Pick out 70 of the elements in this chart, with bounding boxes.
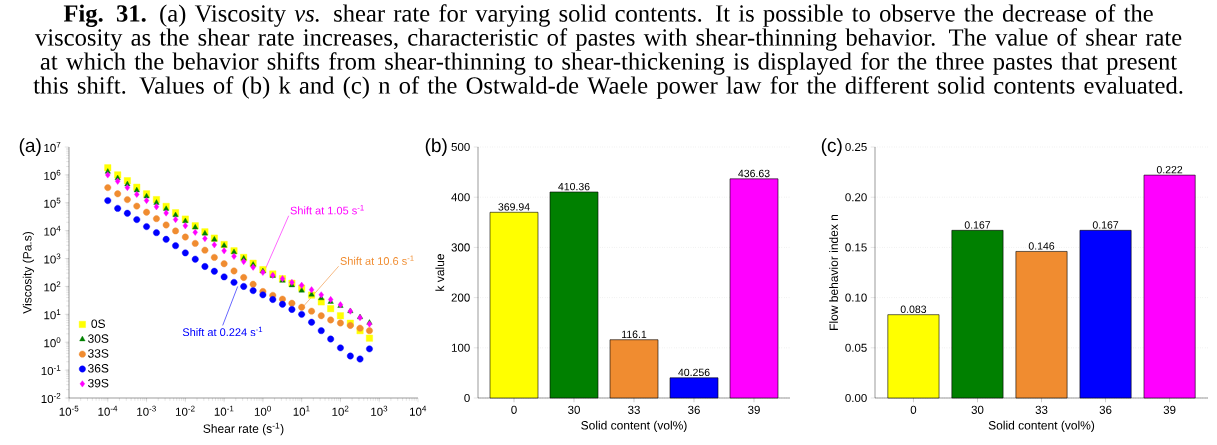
- y-tick-label: 10$^{3}$: [44, 253, 61, 264]
- x-tick-label: 10$^{1}$: [293, 405, 310, 416]
- x-tick-label: 10$^{-1}$: [214, 405, 234, 416]
- y-tick-label: 10$^{2}$: [44, 281, 61, 292]
- data-label: 0.146: [1028, 242, 1055, 250]
- y-tick-label: 0.20: [845, 193, 867, 202]
- data-label: 410.36: [558, 182, 590, 191]
- y-tick-label: 10$^{-1}$: [41, 365, 61, 376]
- x-tick-label: 10$^{-4}$: [98, 405, 118, 416]
- y-tick-label: 10$^{7}$: [44, 142, 61, 152]
- chart-title: (a): [19, 138, 41, 156]
- legend-label: 0S: [91, 319, 106, 328]
- y-tick-label: 0.10: [845, 293, 867, 302]
- data-label: 436.63: [738, 169, 770, 178]
- x-axis-title: Solid content (vol%): [988, 420, 1095, 432]
- y-tick-label: 300: [451, 243, 470, 252]
- data-label: 0.167: [964, 221, 991, 229]
- x-tick-label: 10$^{-2}$: [175, 405, 195, 416]
- x-tick-label: 10$^{4}$: [409, 405, 427, 416]
- y-tick-label: 0.15: [845, 243, 867, 252]
- chart-title: (b): [425, 138, 447, 156]
- data-label: 0.083: [900, 305, 927, 313]
- x-tick-label: 39: [1163, 405, 1176, 414]
- y-tick-label: 0: [464, 393, 470, 403]
- y-axis-title: Viscosity (Pa.s): [22, 232, 34, 314]
- x-tick-label: 0: [910, 405, 917, 414]
- y-tick-label: 10$^{-2}$: [41, 392, 61, 404]
- x-tick-label: 10$^{-3}$: [137, 405, 156, 416]
- x-tick-label: 30: [971, 405, 984, 414]
- y-tick-label: 10$^{0}$: [44, 337, 61, 348]
- x-tick-label: 36: [688, 405, 700, 414]
- y-tick-label: 0.05: [845, 343, 867, 352]
- y-tick-label: 0.25: [845, 142, 867, 152]
- y-tick-label: 100: [451, 343, 470, 352]
- x-tick-label: 36: [1099, 405, 1112, 414]
- y-tick-label: 200: [451, 293, 470, 302]
- x-tick-label: 10$^{3}$: [371, 405, 388, 416]
- x-tick-label: 30: [568, 405, 580, 414]
- text: Fig. 31. (a) Viscosity vs. shear rate for varying solid contents. It is possible to observe the decrease of the viscosity as the shear rate increases, characteristic of pastes with shear-thinning behavior. The value of shear rate at which the behavior shifts from shear-thinning to shear-thickening is displayed for the three pastes that present this shift. Values of (b) k and (c) n of the Ostwald-de Waele power law for the different solid contents evaluated.: [33, 4, 1183, 99]
- y-axis-title: k value: [435, 254, 445, 291]
- x-tick-label: 39: [748, 405, 760, 414]
- y-tick-label: 10$^{5}$: [44, 197, 61, 208]
- x-axis-title: Solid content (vol%): [581, 420, 687, 432]
- y-tick-label: 500: [451, 142, 470, 152]
- annotation: Shift at 0.224 s$^{-1}$: [182, 326, 263, 337]
- y-tick-label: 400: [451, 193, 470, 202]
- x-tick-label: 10$^{-5}$: [59, 405, 79, 416]
- data-label: 0.222: [1156, 165, 1183, 174]
- x-tick-label: 33: [628, 405, 640, 414]
- legend-label: 33S: [88, 349, 109, 358]
- y-axis-title: Flow behavior index n: [829, 214, 839, 330]
- y-tick-label: 0.00: [845, 393, 867, 403]
- x-tick-label: 10$^{0}$: [254, 405, 271, 416]
- y-tick-label: 10$^{4}$: [44, 225, 61, 236]
- x-tick-label: 33: [1035, 405, 1048, 414]
- x-tick-label: 10$^{2}$: [332, 405, 349, 416]
- legend-label: 39S: [88, 378, 109, 388]
- data-label: 0.167: [1092, 221, 1119, 229]
- chart-title: (c): [821, 138, 842, 156]
- data-label: 116.1: [622, 330, 647, 339]
- data-label: 369.94: [498, 203, 530, 211]
- legend-label: 30S: [88, 334, 109, 343]
- y-tick-label: 10$^{6}$: [44, 169, 61, 180]
- data-label: 40.256: [678, 368, 710, 377]
- x-axis-title: Shear rate (s$^{-1}$): [203, 422, 284, 436]
- annotation: Shift at 1.05 s$^{-1}$: [290, 205, 364, 215]
- annotation: Shift at 10.6 s$^{-1}$: [340, 255, 414, 265]
- x-tick-label: 0: [511, 405, 517, 414]
- legend-label: 36S: [88, 364, 109, 373]
- y-tick-label: 10$^{1}$: [44, 309, 61, 320]
